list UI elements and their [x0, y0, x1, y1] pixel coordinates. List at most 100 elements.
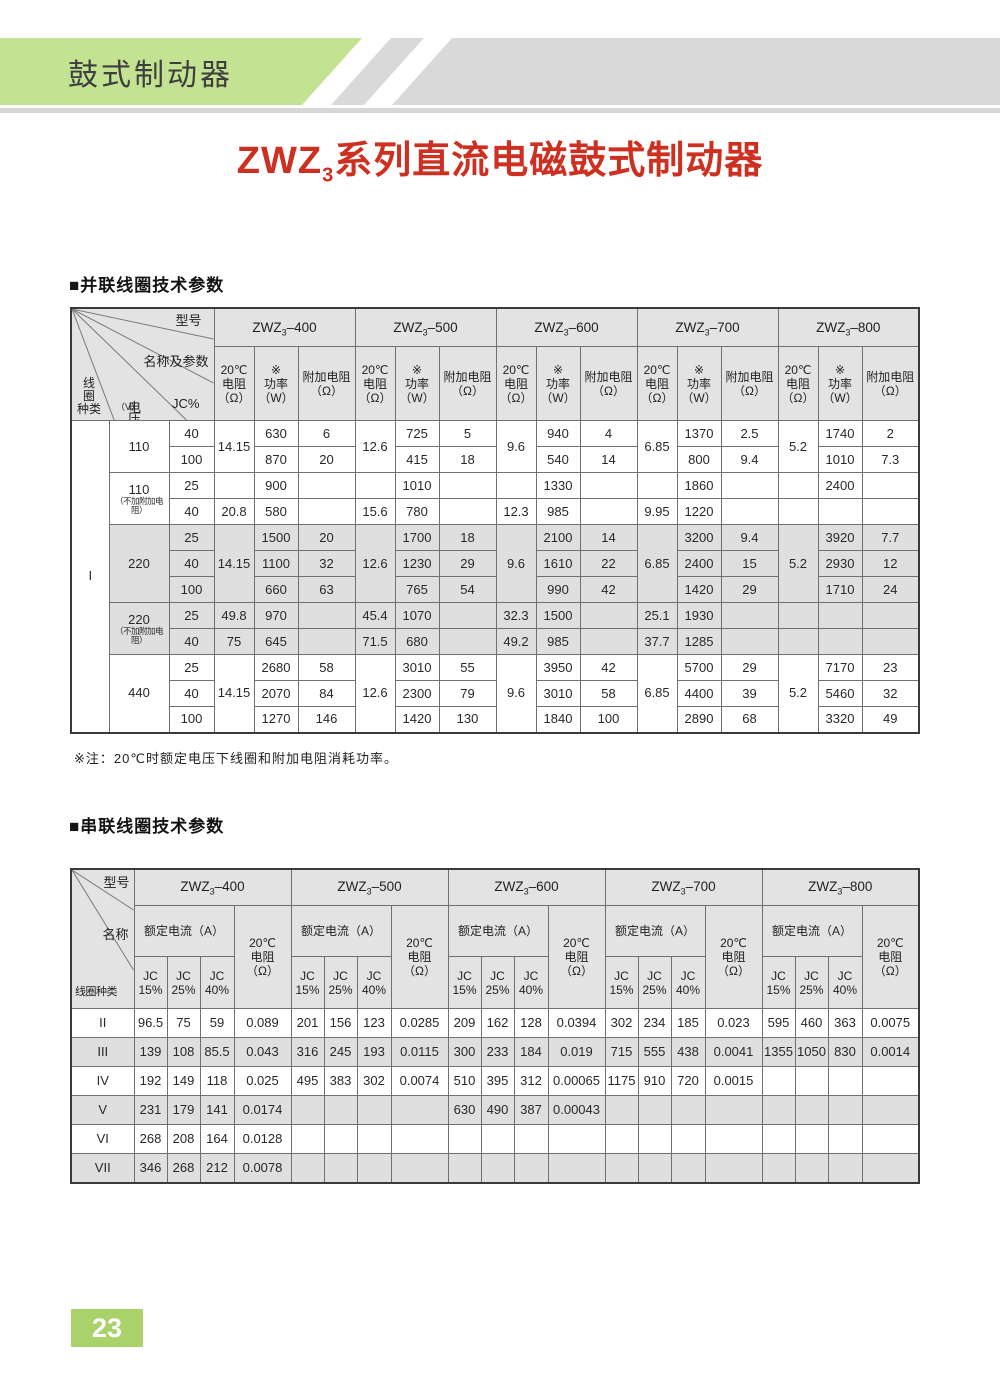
data-cell: 39: [720, 680, 779, 707]
column-header-cell: 额定电流（A）: [447, 904, 549, 957]
data-cell: 0.00043: [547, 1095, 606, 1125]
column-header-cell: 额定电流（A）: [604, 904, 706, 957]
data-cell: 179: [166, 1095, 201, 1125]
data-cell: 20.8: [213, 498, 255, 525]
data-cell: 0.0015: [704, 1066, 763, 1096]
column-header-cell: 附加电阻 （Ω）: [438, 346, 497, 421]
data-cell: 910: [637, 1066, 672, 1096]
table-footnote: ※注：20℃时额定电压下线圈和附加电阻消耗功率。: [74, 751, 398, 766]
data-cell: 0.0128: [233, 1124, 292, 1154]
data-cell: 22: [579, 550, 638, 577]
data-cell: 660: [253, 576, 299, 603]
data-cell: 110: [108, 420, 170, 473]
data-cell: 25: [168, 524, 215, 551]
data-cell: 0.00065: [547, 1066, 606, 1096]
column-header-cell: 20℃ 电阻 （Ω）: [547, 904, 606, 1009]
column-header-cell: JC 15%: [447, 956, 482, 1009]
data-cell: 14.15: [213, 420, 255, 473]
data-cell: 2930: [817, 550, 863, 577]
data-cell: 14: [579, 524, 638, 551]
data-cell: 96.5: [133, 1008, 168, 1038]
data-cell: 29: [720, 576, 779, 603]
data-cell: 63: [297, 576, 356, 603]
data-cell: 85.5: [199, 1037, 235, 1067]
column-header-cell: 20℃ 电阻 （Ω）: [233, 904, 292, 1009]
column-header-cell: JC 25%: [637, 956, 672, 1009]
data-cell: 1500: [535, 602, 581, 629]
data-cell: [290, 1124, 325, 1154]
data-cell: [670, 1124, 706, 1154]
column-header-cell: JC 40%: [827, 956, 863, 1009]
column-header-cell: 20℃ 电阻 （Ω）: [495, 346, 537, 421]
data-cell: [817, 498, 863, 525]
data-cell: [390, 1124, 449, 1154]
column-header-cell: 附加电阻 （Ω）: [861, 346, 920, 421]
data-cell: 2680: [253, 654, 299, 681]
data-cell: [637, 1153, 672, 1183]
data-cell: [720, 472, 779, 499]
data-cell: [323, 1095, 358, 1125]
data-cell: 118: [199, 1066, 235, 1096]
data-cell: [761, 1095, 796, 1125]
data-cell: 42: [579, 576, 638, 603]
data-cell: 18: [438, 524, 497, 551]
column-header-cell: JC 40%: [356, 956, 392, 1009]
page-title: ZWZ3系列直流电磁鼓式制动器: [0, 129, 1000, 186]
data-cell: 3320: [817, 706, 863, 733]
corner-label-name: 名称及参数: [143, 354, 209, 369]
column-header-cell: JC 15%: [761, 956, 796, 1009]
data-cell: 440: [108, 654, 170, 733]
column-header-cell: ZWZ3–500: [354, 307, 497, 347]
data-cell: [438, 628, 497, 655]
data-cell: 1355: [761, 1037, 796, 1067]
data-cell: 40: [168, 680, 215, 707]
data-cell: 0.0078: [233, 1153, 292, 1183]
data-cell: 234: [637, 1008, 672, 1038]
data-cell: 6.85: [636, 524, 678, 603]
data-cell: [794, 1124, 829, 1154]
data-cell: 0.043: [233, 1037, 292, 1067]
data-cell: [827, 1095, 863, 1125]
data-cell: 0.0075: [861, 1008, 920, 1038]
data-cell: 55: [438, 654, 497, 681]
data-cell: 9.4: [720, 446, 779, 473]
data-cell: 75: [166, 1008, 201, 1038]
data-cell: [438, 472, 497, 499]
data-cell: 2890: [676, 706, 722, 733]
data-cell: [390, 1153, 449, 1183]
data-cell: 985: [535, 498, 581, 525]
data-cell: 231: [133, 1095, 168, 1125]
data-cell: 5460: [817, 680, 863, 707]
data-cell: [579, 498, 638, 525]
data-cell: [827, 1153, 863, 1183]
data-cell: 29: [720, 654, 779, 681]
corner-label-voltage: 电压 （V）: [116, 401, 141, 420]
column-header-cell: ZWZ3–700: [604, 868, 763, 906]
column-header-cell: ※ 功率 （W）: [817, 346, 863, 421]
data-cell: 0.023: [704, 1008, 763, 1038]
data-cell: [817, 602, 863, 629]
section-title-parallel: ■并联线圈技术参数: [69, 276, 225, 295]
data-cell: [447, 1153, 482, 1183]
parallel-table-host: 型号 名称及参数 JC% 电压 （V） 线 圈 种类 ZWZ3–400 ZWZ3–5…: [70, 307, 920, 734]
data-cell: 2: [861, 420, 920, 447]
data-cell: 184: [513, 1037, 549, 1067]
data-cell: 141: [199, 1095, 235, 1125]
data-cell: [323, 1153, 358, 1183]
data-cell: 830: [827, 1037, 863, 1067]
page-title-rest: 系列直流电磁鼓式制动器: [334, 140, 764, 182]
data-cell: [861, 1124, 920, 1154]
data-cell: 970: [253, 602, 299, 629]
column-header-cell: JC 40%: [513, 956, 549, 1009]
data-cell: 5.2: [777, 420, 819, 473]
data-cell: [547, 1153, 606, 1183]
data-cell: 245: [323, 1037, 358, 1067]
data-cell: 595: [761, 1008, 796, 1038]
data-cell: 100: [579, 706, 638, 733]
data-cell: 1010: [394, 472, 440, 499]
data-cell: 990: [535, 576, 581, 603]
data-cell: [354, 472, 396, 499]
data-cell: 14: [579, 446, 638, 473]
data-cell: 1700: [394, 524, 440, 551]
data-cell: 162: [480, 1008, 515, 1038]
